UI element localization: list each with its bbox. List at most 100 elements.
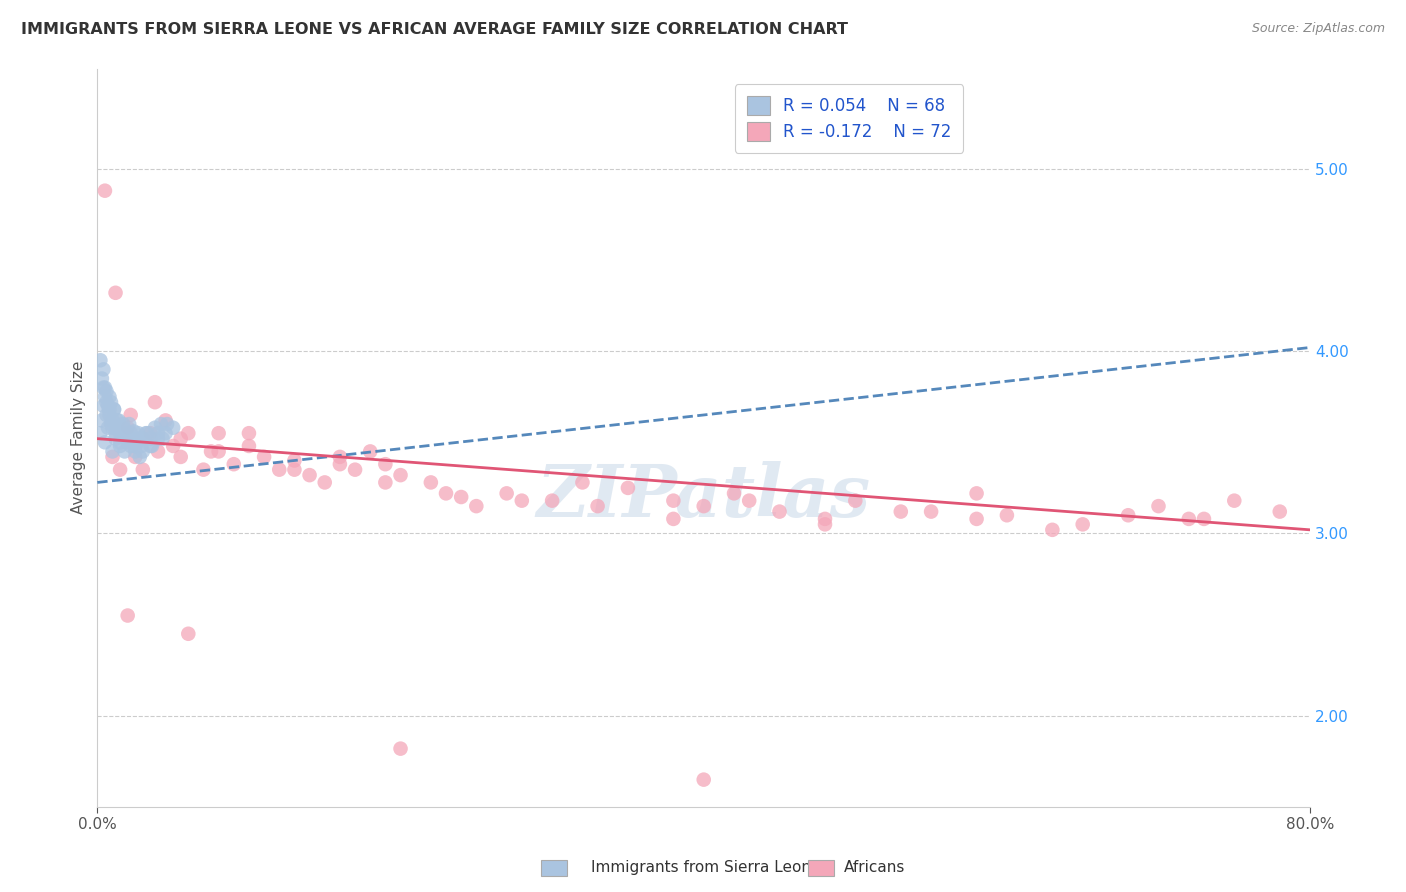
Point [117, 608, 139, 623]
Point [132, 444, 155, 458]
Point [101, 450, 124, 464]
Point [298, 468, 321, 483]
Point [465, 499, 488, 513]
Point [125, 435, 148, 450]
Point [108, 463, 131, 477]
Text: IMMIGRANTS FROM SIERRA LEONE VS AFRICAN AVERAGE FAMILY SIZE CORRELATION CHART: IMMIGRANTS FROM SIERRA LEONE VS AFRICAN … [21, 22, 848, 37]
Point [389, 468, 412, 483]
Point [170, 450, 193, 464]
Point [90, 413, 112, 427]
Point [995, 508, 1018, 523]
Point [814, 512, 837, 526]
Point [101, 413, 124, 427]
Point [510, 493, 533, 508]
Point [1223, 493, 1246, 508]
Point [571, 475, 593, 490]
Point [177, 626, 200, 640]
Point [128, 450, 150, 464]
Point [693, 772, 716, 787]
Point [155, 413, 177, 427]
Point [146, 426, 169, 441]
Point [128, 432, 150, 446]
Point [329, 457, 352, 471]
Point [98, 402, 121, 417]
Point [200, 444, 222, 458]
Point [1192, 512, 1215, 526]
Point [143, 421, 166, 435]
Point [93, 399, 115, 413]
Point [359, 444, 381, 458]
Point [314, 475, 336, 490]
Point [120, 408, 142, 422]
Point [768, 505, 790, 519]
Point [103, 402, 125, 417]
Point [89, 426, 111, 441]
Point [586, 499, 609, 513]
Point [127, 426, 149, 441]
Point [1116, 508, 1139, 523]
Point [96, 408, 118, 422]
Legend: R = 0.054    N = 68, R = -0.172    N = 72: R = 0.054 N = 68, R = -0.172 N = 72 [735, 84, 963, 153]
Point [114, 444, 136, 458]
Point [89, 353, 111, 368]
Point [117, 421, 139, 435]
Point [434, 486, 457, 500]
Point [193, 463, 215, 477]
Point [1071, 517, 1094, 532]
Point [1040, 523, 1063, 537]
Point [662, 493, 685, 508]
Point [101, 444, 124, 458]
Point [118, 417, 141, 431]
Point [662, 512, 685, 526]
Point [143, 395, 166, 409]
Point [136, 426, 159, 441]
Point [374, 475, 396, 490]
Point [132, 432, 155, 446]
Point [156, 417, 179, 431]
Point [100, 417, 122, 431]
Point [150, 417, 173, 431]
Point [124, 439, 146, 453]
Point [101, 421, 124, 435]
Point [374, 457, 396, 471]
Point [222, 457, 245, 471]
Point [329, 450, 352, 464]
Point [238, 426, 260, 441]
Point [1178, 512, 1201, 526]
Point [920, 505, 942, 519]
Point [93, 362, 115, 376]
Point [617, 481, 640, 495]
Point [283, 463, 305, 477]
Point [120, 426, 142, 441]
Point [108, 439, 131, 453]
Point [170, 432, 193, 446]
Point [94, 184, 117, 198]
Point [124, 439, 146, 453]
Point [124, 444, 146, 458]
Point [814, 517, 837, 532]
Point [450, 490, 472, 504]
Point [139, 432, 162, 446]
Point [94, 381, 117, 395]
Point [108, 426, 131, 441]
Point [419, 475, 441, 490]
Point [105, 421, 128, 435]
Point [117, 432, 139, 446]
Point [117, 435, 139, 450]
Point [1268, 505, 1291, 519]
Point [104, 432, 127, 446]
Point [693, 499, 716, 513]
Point [120, 439, 142, 453]
Point [966, 512, 988, 526]
Point [122, 425, 145, 439]
Point [104, 285, 127, 300]
Point [107, 413, 129, 427]
Point [541, 493, 564, 508]
Point [98, 408, 121, 422]
Point [93, 381, 115, 395]
Y-axis label: Average Family Size: Average Family Size [72, 361, 86, 515]
Point [269, 463, 291, 477]
Point [94, 435, 117, 450]
Point [152, 432, 174, 446]
Point [112, 417, 135, 431]
